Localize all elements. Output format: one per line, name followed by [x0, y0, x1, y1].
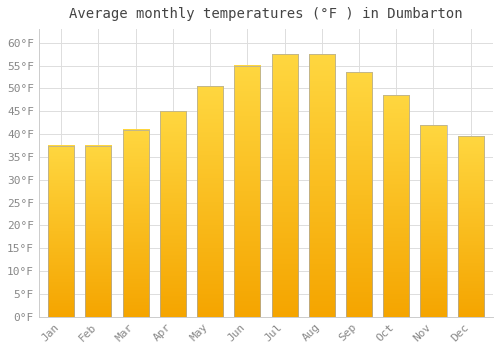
Bar [86, 146, 112, 317]
Title: Average monthly temperatures (°F ) in Dumbarton: Average monthly temperatures (°F ) in Du… [69, 7, 462, 21]
Bar [197, 86, 223, 317]
Bar [122, 130, 148, 317]
Bar [234, 65, 260, 317]
Bar [383, 95, 409, 317]
Bar [272, 54, 297, 317]
Bar [420, 125, 446, 317]
Bar [308, 54, 335, 317]
Bar [458, 136, 483, 317]
Bar [346, 72, 372, 317]
Bar [160, 111, 186, 317]
Bar [48, 146, 74, 317]
